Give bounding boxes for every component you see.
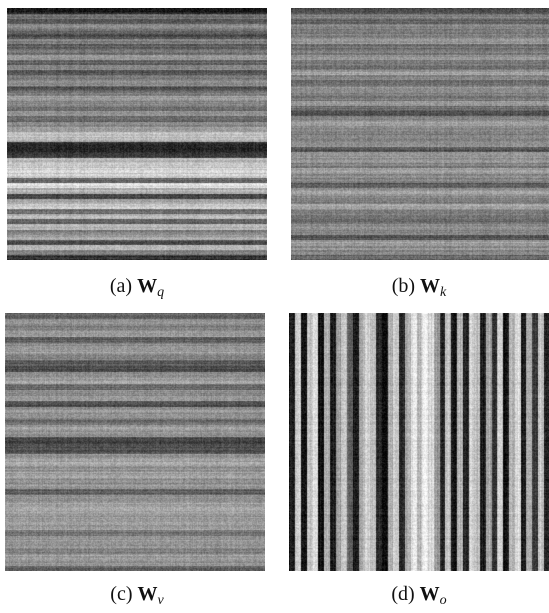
caption-d-matrix: W (419, 583, 440, 605)
caption-b-subscript: k (440, 285, 447, 300)
caption-b-matrix: W (420, 275, 441, 297)
caption-c-matrix: W (137, 583, 158, 605)
caption-c: (c) Wv (2, 582, 272, 613)
caption-c-prefix: (c) (110, 583, 133, 605)
caption-a-subscript: q (157, 285, 165, 300)
caption-d-subscript: o (439, 593, 447, 608)
caption-d-prefix: (d) (391, 583, 415, 605)
caption-b-prefix: (b) (391, 275, 416, 297)
heatmap-wv (5, 313, 265, 571)
caption-a-matrix: W (137, 275, 158, 297)
caption-a: (a) Wq (2, 274, 272, 305)
heatmap-wk (291, 8, 549, 260)
caption-b: (b) Wk (284, 274, 549, 305)
caption-c-subscript: v (157, 593, 164, 608)
caption-d: (d) Wo (284, 582, 549, 613)
heatmap-wo (289, 313, 549, 571)
heatmap-wq (7, 8, 267, 260)
caption-a-prefix: (a) (109, 275, 133, 297)
